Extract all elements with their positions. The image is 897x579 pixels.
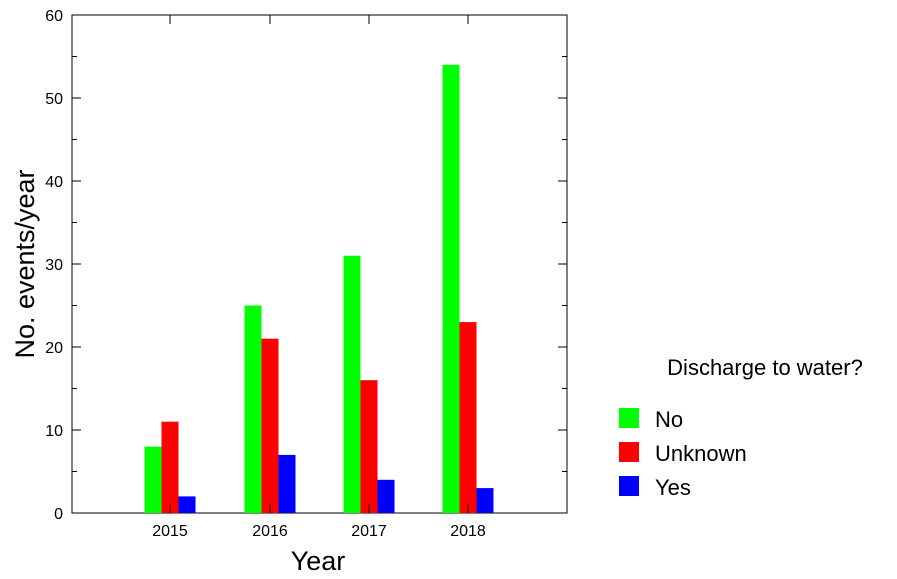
bar-no-2017 [343,255,361,513]
x-axis: 2015 2016 2017 2018 [152,15,486,540]
x-tick-label: 2015 [152,523,188,540]
plot-frame [71,14,568,514]
legend-title: Discharge to water? [667,355,863,380]
legend-swatch-no [619,408,639,428]
bar-yes-2017 [377,479,395,513]
y-axis-title: No. events/year [10,169,40,358]
y-tick-label: 50 [45,91,63,108]
y-tick-label: 10 [45,423,63,440]
y-axis: 0 10 20 30 40 50 60 [45,8,567,523]
y-tick-label: 20 [45,340,63,357]
x-tick-label: 2016 [252,523,288,540]
legend-label-no: No [655,407,683,432]
bars [144,64,494,514]
bar-no-2018 [442,64,460,514]
bar-unknown-2018 [459,322,477,513]
bar-no-2015 [144,446,162,513]
bar-unknown-2015 [161,421,179,513]
x-tick-label: 2017 [351,523,387,540]
plot-area [71,14,568,514]
bar-yes-2016 [278,454,296,513]
legend-label-unknown: Unknown [655,441,747,466]
y-tick-label: 60 [45,8,63,25]
legend-swatch-unknown [619,442,639,462]
bar-no-2016 [244,305,262,513]
legend-label-yes: Yes [655,475,691,500]
x-axis-title: Year [291,546,346,576]
x-tick-label: 2018 [450,523,486,540]
y-tick-label: 40 [45,174,63,191]
bar-unknown-2017 [360,380,378,513]
y-tick-label: 0 [54,506,63,523]
y-tick-label: 30 [45,257,63,274]
bar-unknown-2016 [261,338,279,513]
bar-yes-2015 [178,496,196,513]
legend: Discharge to water? No Unknown Yes [619,355,863,500]
bar-yes-2018 [476,488,494,513]
legend-swatch-yes [619,476,639,496]
